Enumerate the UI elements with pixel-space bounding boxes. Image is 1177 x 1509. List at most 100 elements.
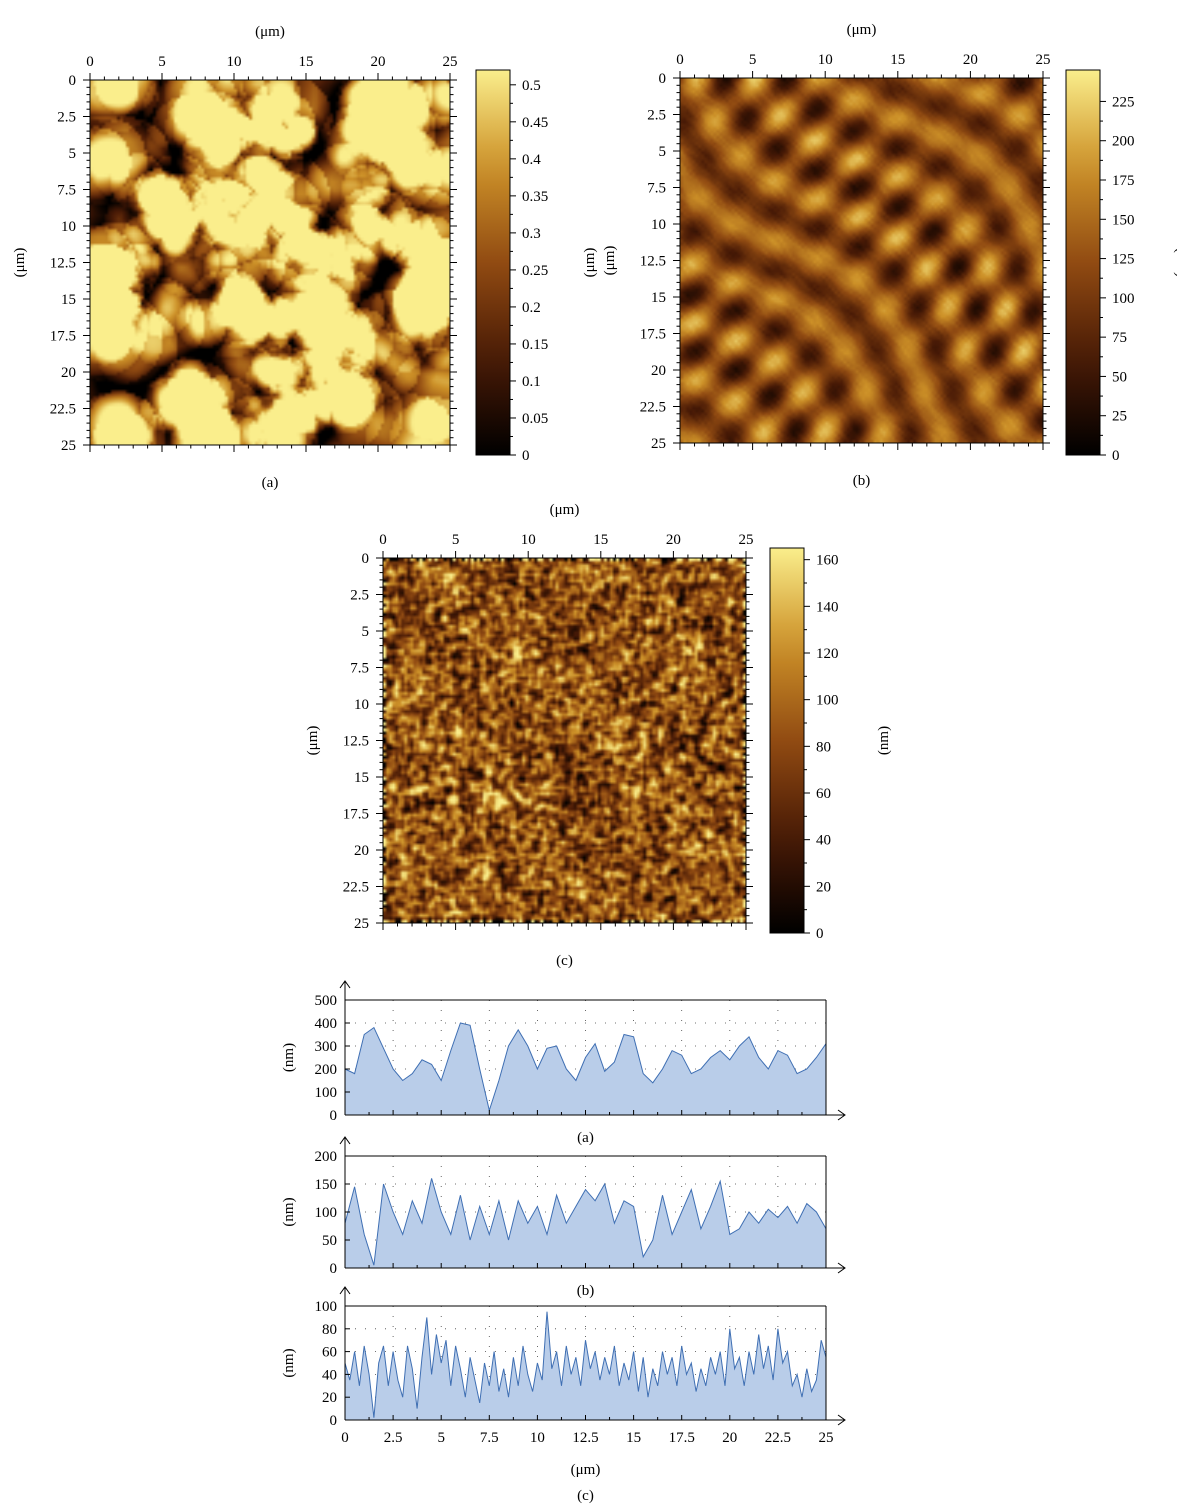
profile-c-x-tick-label: 7.5 bbox=[480, 1430, 499, 1446]
profile-c-x-tick-label: 22.5 bbox=[765, 1430, 791, 1446]
afm-b-height-map bbox=[680, 78, 1043, 443]
afm-a-y-tick-label: 12.5 bbox=[50, 256, 76, 272]
profile-c-line bbox=[344, 1311, 827, 1418]
afm-b-colorbar-tick-label: 100 bbox=[1112, 291, 1135, 307]
afm-b-colorbar-tick-label: 150 bbox=[1112, 212, 1135, 228]
profile-c-y-tick-label: 80 bbox=[322, 1322, 337, 1338]
profile-b-y-tick-label: 150 bbox=[315, 1177, 338, 1193]
afm-c-y-tick-label: 22.5 bbox=[343, 880, 369, 896]
afm-b-y-tick-label: 25 bbox=[651, 436, 666, 452]
afm-a-y-tick-label: 10 bbox=[61, 219, 76, 235]
afm-a-colorbar-tick-label: 0.35 bbox=[522, 189, 548, 205]
afm-b-y-tick-label: 12.5 bbox=[640, 254, 666, 270]
afm-b-x-tick-label: 20 bbox=[963, 52, 978, 68]
afm-a-y-unit-label: (μm) bbox=[12, 248, 28, 278]
afm-b-x-tick-label: 10 bbox=[818, 52, 833, 68]
afm-b-y-tick-label: 7.5 bbox=[647, 181, 666, 197]
afm-b-y-unit-label: (μm) bbox=[602, 246, 618, 276]
afm-c-y-unit-label: (μm) bbox=[305, 726, 321, 756]
afm-b-colorbar-tick-label: 175 bbox=[1112, 173, 1135, 189]
afm-b-colorbar-tick-label: 75 bbox=[1112, 330, 1127, 346]
afm-b-y-tick-label: 15 bbox=[651, 290, 666, 306]
afm-b-colorbar-tick-label: 125 bbox=[1112, 252, 1135, 268]
afm-b-panel-label: (b) bbox=[853, 473, 871, 489]
afm-a-colorbar-tick-label: 0.4 bbox=[522, 152, 541, 168]
profile-a-y-axis-arrow bbox=[339, 980, 351, 989]
afm-c-y-tick-label: 17.5 bbox=[343, 807, 369, 823]
afm-b-colorbar-label: (nm) bbox=[1172, 248, 1177, 277]
afm-c-x-tick-label: 0 bbox=[379, 532, 387, 548]
afm-c-panel bbox=[376, 547, 810, 934]
afm-b-panel bbox=[673, 69, 1106, 456]
afm-c-colorbar bbox=[769, 547, 805, 934]
afm-b-y-tick-label: 17.5 bbox=[640, 327, 666, 343]
profile-a-y-tick-label: 400 bbox=[315, 1016, 338, 1032]
afm-a-y-tick-label: 22.5 bbox=[50, 402, 76, 418]
afm-c-y-tick-label: 2.5 bbox=[350, 588, 369, 604]
afm-c-y-tick-label: 0 bbox=[362, 551, 370, 567]
afm-a-x-tick-label: 5 bbox=[158, 54, 166, 70]
afm-a-colorbar-label: (μm) bbox=[582, 248, 598, 278]
profile-c-y-tick-label: 0 bbox=[330, 1413, 338, 1429]
afm-a-y-tick-label: 25 bbox=[61, 438, 76, 454]
afm-a-colorbar-tick-label: 0.45 bbox=[522, 115, 548, 131]
afm-b-y-tick-label: 2.5 bbox=[647, 108, 666, 124]
afm-c-colorbar-tick-label: 100 bbox=[816, 693, 839, 709]
afm-b-colorbar-tick-label: 50 bbox=[1112, 369, 1127, 385]
afm-a-x-tick-label: 15 bbox=[299, 54, 314, 70]
afm-a-colorbar-tick-label: 0.2 bbox=[522, 300, 541, 316]
afm-c-y-tick-label: 12.5 bbox=[343, 734, 369, 750]
afm-c-colorbar-tick-label: 60 bbox=[816, 786, 831, 802]
afm-c-colorbar-tick-label: 120 bbox=[816, 646, 839, 662]
profile-c-y-tick-label: 100 bbox=[315, 1299, 338, 1315]
afm-b-x-tick-label: 15 bbox=[890, 52, 905, 68]
profile-a-area bbox=[345, 1023, 826, 1115]
profile-b-y-label: (nm) bbox=[281, 1197, 297, 1226]
profile-c-x-label: (μm) bbox=[571, 1462, 601, 1478]
afm-c-y-tick-label: 15 bbox=[354, 770, 369, 786]
afm-c-colorbar-tick-label: 80 bbox=[816, 739, 831, 755]
afm-b-x-unit-label: (μm) bbox=[847, 22, 877, 38]
afm-a-colorbar bbox=[475, 69, 511, 456]
afm-c-x-tick-label: 20 bbox=[666, 532, 681, 548]
afm-a-panel-label: (a) bbox=[262, 475, 279, 491]
afm-b-y-tick-label: 5 bbox=[659, 144, 667, 160]
afm-c-colorbar-tick-label: 0 bbox=[816, 926, 824, 942]
profile-c-x-axis-arrow bbox=[837, 1414, 846, 1426]
afm-c-y-tick-label: 20 bbox=[354, 843, 369, 859]
afm-a-y-tick-label: 2.5 bbox=[57, 110, 76, 126]
afm-c-colorbar-tick-label: 20 bbox=[816, 879, 831, 895]
profile-b-line bbox=[344, 1178, 827, 1266]
afm-c-y-tick-label: 10 bbox=[354, 697, 369, 713]
profile-c-x-tick-label: 10 bbox=[530, 1430, 545, 1446]
afm-a-x-tick-label: 20 bbox=[371, 54, 386, 70]
afm-c-x-tick-label: 10 bbox=[521, 532, 536, 548]
afm-c-colorbar-tick-label: 40 bbox=[816, 833, 831, 849]
afm-c-panel-label: (c) bbox=[556, 953, 573, 969]
afm-a-colorbar-tick-label: 0.1 bbox=[522, 374, 541, 390]
afm-b-y-tick-label: 10 bbox=[651, 217, 666, 233]
profile-b-y-tick-label: 100 bbox=[315, 1205, 338, 1221]
profile-c-x-tick-label: 17.5 bbox=[669, 1430, 695, 1446]
afm-c-colorbar-tick-label: 140 bbox=[816, 599, 839, 615]
profile-a-y-label: (nm) bbox=[281, 1043, 297, 1072]
profile-c-y-axis-arrow bbox=[339, 1286, 351, 1295]
profile-b-y-tick-label: 50 bbox=[322, 1233, 337, 1249]
afm-b-x-tick-label: 5 bbox=[749, 52, 757, 68]
afm-b-colorbar-tick-label: 225 bbox=[1112, 94, 1135, 110]
profile-c-x-tick-label: 20 bbox=[722, 1430, 737, 1446]
profile-a-panel-label: (a) bbox=[577, 1130, 594, 1146]
afm-c-x-unit-label: (μm) bbox=[550, 502, 580, 518]
profile-b-panel-label: (b) bbox=[577, 1283, 595, 1299]
profile-a-y-tick-label: 300 bbox=[315, 1039, 338, 1055]
profile-b-x-axis-arrow bbox=[837, 1262, 846, 1274]
afm-a-colorbar-tick-label: 0 bbox=[522, 448, 530, 464]
afm-c-x-tick-label: 5 bbox=[452, 532, 460, 548]
afm-c-y-tick-label: 5 bbox=[362, 624, 370, 640]
afm-a-colorbar-tick-label: 0.25 bbox=[522, 263, 548, 279]
profile-b-y-tick-label: 200 bbox=[315, 1149, 338, 1165]
afm-a-y-tick-label: 20 bbox=[61, 365, 76, 381]
afm-a-y-tick-label: 5 bbox=[69, 146, 77, 162]
afm-a-height-map bbox=[90, 80, 450, 445]
